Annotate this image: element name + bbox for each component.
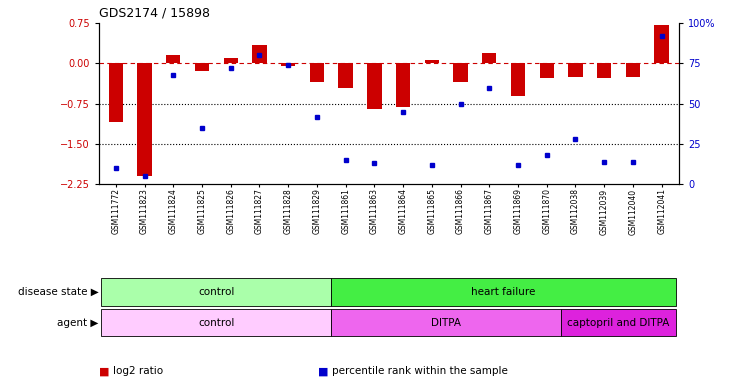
Text: agent ▶: agent ▶ [57,318,99,328]
Bar [339,63,353,88]
Bar [561,309,676,336]
Text: captopril and DITPA: captopril and DITPA [567,318,669,328]
Bar [310,63,324,82]
Bar [101,309,331,336]
Text: GDS2174 / 15898: GDS2174 / 15898 [99,6,210,19]
Bar [453,63,468,82]
Text: disease state ▶: disease state ▶ [18,287,99,297]
Text: log2 ratio: log2 ratio [113,366,164,376]
Bar [223,58,238,63]
Bar [425,60,439,63]
Text: heart failure: heart failure [472,287,536,297]
Bar [655,25,669,63]
Bar [331,278,676,306]
Bar [331,309,561,336]
Text: percentile rank within the sample: percentile rank within the sample [332,366,508,376]
Bar [166,55,180,63]
Bar [367,63,382,109]
Bar [109,63,123,122]
Bar [482,53,496,63]
Text: control: control [198,318,234,328]
Text: ■: ■ [318,366,328,376]
Bar [396,63,410,108]
Bar [137,63,152,176]
Text: ■: ■ [99,366,109,376]
Bar [195,63,210,71]
Bar [253,45,266,63]
Bar [539,63,554,78]
Bar [568,63,583,77]
Text: control: control [198,287,234,297]
Bar [511,63,525,96]
Bar [626,63,640,77]
Bar [101,278,331,306]
Bar [597,63,612,78]
Text: DITPA: DITPA [431,318,461,328]
Bar [281,63,296,66]
